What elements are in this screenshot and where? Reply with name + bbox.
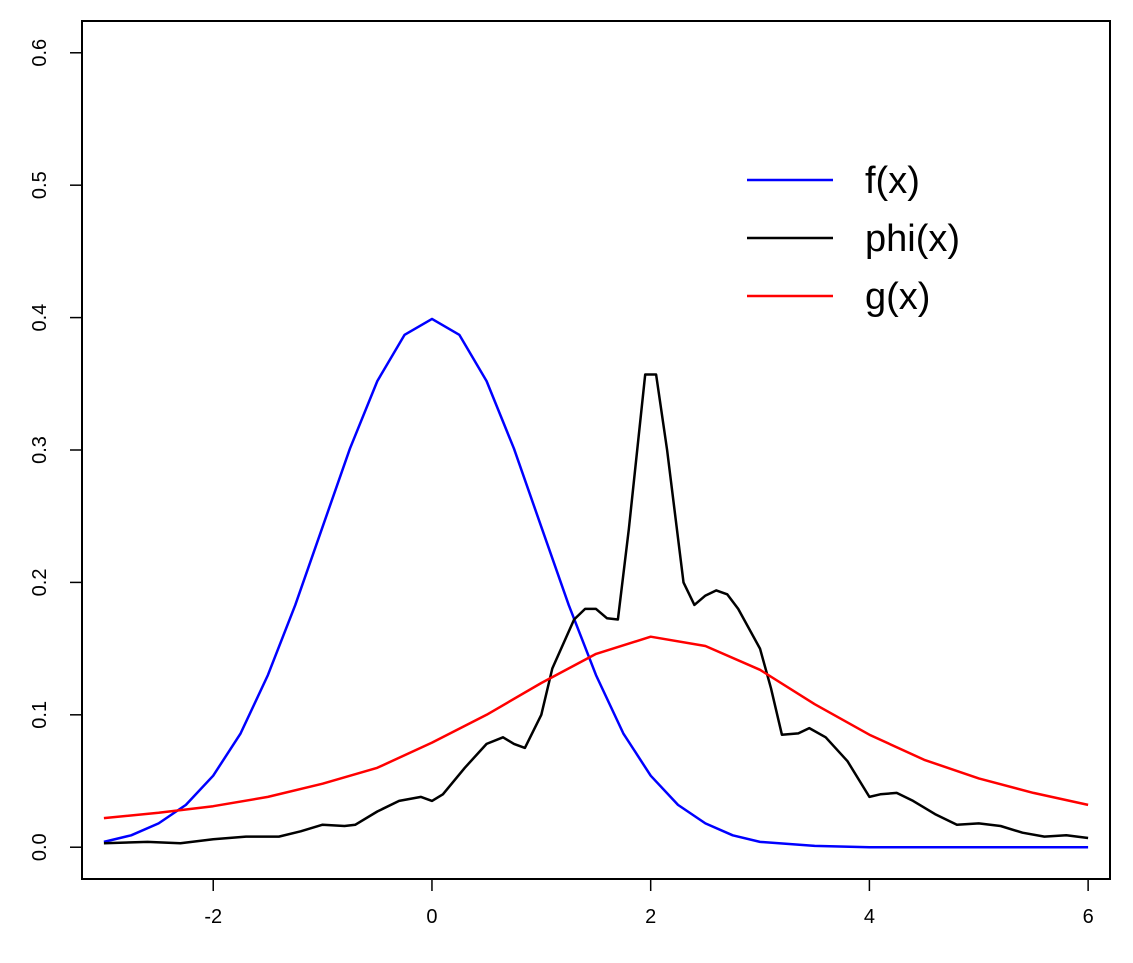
- series-line-2: [103, 635, 1089, 820]
- x-axis: -2 0 2 4 6: [204, 878, 1094, 928]
- y-tick-label: 0.5: [29, 171, 51, 199]
- series-line-0: [103, 317, 1089, 849]
- x-tick-label: 2: [645, 906, 656, 928]
- y-tick-label: 0.4: [29, 304, 51, 332]
- y-tick-label: 0.1: [29, 701, 51, 729]
- y-tick-label: 0.3: [29, 436, 51, 464]
- x-tick-label: 4: [864, 906, 875, 928]
- legend-label: phi(x): [865, 218, 960, 260]
- x-tick-label: -2: [204, 906, 222, 928]
- legend: f(x) phi(x) g(x): [747, 160, 960, 318]
- series-line-1: [103, 373, 1089, 845]
- y-axis: 0.0 0.1 0.2 0.3 0.4 0.5 0.6: [29, 39, 83, 861]
- legend-label: g(x): [865, 276, 930, 318]
- y-tick-label: 0.6: [29, 39, 51, 67]
- y-tick-label: 0.2: [29, 569, 51, 597]
- y-tick-label: 0.0: [29, 833, 51, 861]
- legend-label: f(x): [865, 160, 920, 202]
- x-tick-label: 6: [1083, 906, 1094, 928]
- series-layer: [103, 317, 1089, 849]
- plot-frame: [81, 20, 1111, 880]
- x-tick-label: 0: [426, 906, 437, 928]
